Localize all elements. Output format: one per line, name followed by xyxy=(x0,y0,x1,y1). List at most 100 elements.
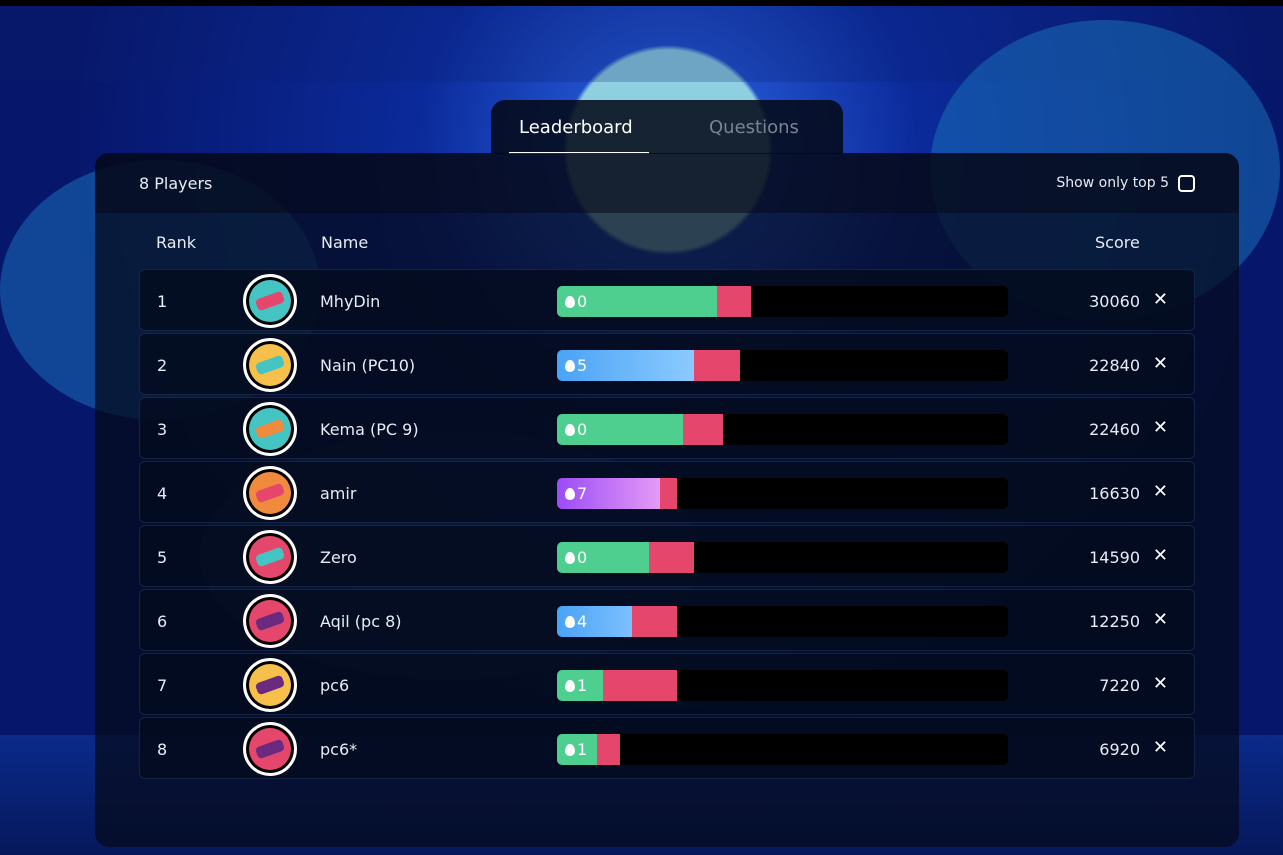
column-rank: Rank xyxy=(156,233,196,252)
player-row: 3 Kema (PC 9) 0 22460 ✕ xyxy=(139,397,1195,459)
player-rank: 4 xyxy=(157,484,168,503)
player-score: 22460 xyxy=(1089,420,1140,439)
streak-count: 5 xyxy=(577,356,588,375)
player-row: 2 Nain (PC10) 5 22840 ✕ xyxy=(139,333,1195,395)
remove-player-close-icon[interactable]: ✕ xyxy=(1152,737,1168,758)
correct-segment: 0 xyxy=(557,542,649,573)
player-score: 6920 xyxy=(1099,740,1140,759)
correct-segment: 0 xyxy=(557,414,683,445)
player-name: Aqil (pc 8) xyxy=(320,612,402,631)
wrong-segment xyxy=(717,286,751,317)
leaderboard-panel: 8 Players Show only top 5 Rank Name Scor… xyxy=(95,153,1239,847)
show-top5-checkbox[interactable] xyxy=(1178,174,1195,192)
remove-player-close-icon[interactable]: ✕ xyxy=(1152,481,1168,502)
player-avatar xyxy=(243,722,297,776)
player-rank: 8 xyxy=(157,740,168,759)
correct-segment: 7 xyxy=(557,478,660,509)
player-avatar xyxy=(243,274,297,328)
answer-progress-bar: 5 xyxy=(557,350,1008,381)
player-avatar xyxy=(243,466,297,520)
player-row: 5 Zero 0 14590 ✕ xyxy=(139,525,1195,587)
streak-count: 0 xyxy=(577,548,588,567)
tab-bar: Leaderboard Questions xyxy=(491,100,843,154)
streak-count: 1 xyxy=(577,676,588,695)
remove-player-close-icon[interactable]: ✕ xyxy=(1152,353,1168,374)
correct-segment: 1 xyxy=(557,670,603,701)
player-avatar xyxy=(243,530,297,584)
streak-flame-icon xyxy=(565,679,575,692)
column-name: Name xyxy=(321,233,369,252)
correct-segment: 5 xyxy=(557,350,695,381)
player-rank: 6 xyxy=(157,612,168,631)
answer-progress-bar: 0 xyxy=(557,414,1008,445)
show-top5-toggle[interactable]: Show only top 5 xyxy=(1056,174,1195,192)
player-rank: 7 xyxy=(157,676,168,695)
player-score: 16630 xyxy=(1089,484,1140,503)
correct-segment: 1 xyxy=(557,734,598,765)
player-avatar xyxy=(243,658,297,712)
streak-flame-icon xyxy=(565,359,575,372)
player-name: amir xyxy=(320,484,357,503)
player-list: 1 MhyDin 0 30060 ✕ 2 Nain (PC10) 5 22840 … xyxy=(139,269,1195,781)
player-name: pc6 xyxy=(320,676,350,695)
player-score: 22840 xyxy=(1089,356,1140,375)
wrong-segment xyxy=(603,670,677,701)
player-name: Nain (PC10) xyxy=(320,356,416,375)
wrong-segment xyxy=(694,350,741,381)
show-top5-label: Show only top 5 xyxy=(1056,175,1169,191)
player-name: Kema (PC 9) xyxy=(320,420,419,439)
player-count: 8 Players xyxy=(139,173,213,193)
streak-count: 4 xyxy=(577,612,588,631)
player-row: 4 amir 7 16630 ✕ xyxy=(139,461,1195,523)
streak-count: 7 xyxy=(577,484,588,503)
streak-count: 0 xyxy=(577,292,588,311)
wrong-segment xyxy=(649,542,695,573)
player-name: MhyDin xyxy=(320,292,381,311)
wrong-segment xyxy=(682,414,723,445)
answer-progress-bar: 0 xyxy=(557,286,1008,317)
streak-count: 0 xyxy=(577,420,588,439)
correct-segment: 0 xyxy=(557,286,718,317)
player-name: pc6* xyxy=(320,740,358,759)
player-row: 6 Aqil (pc 8) 4 12250 ✕ xyxy=(139,589,1195,651)
player-rank: 3 xyxy=(157,420,168,439)
tab-questions[interactable]: Questions xyxy=(709,117,799,138)
top-bar xyxy=(0,0,1283,6)
remove-player-close-icon[interactable]: ✕ xyxy=(1152,417,1168,438)
streak-flame-icon xyxy=(565,423,575,436)
answer-progress-bar: 4 xyxy=(557,606,1008,637)
player-score: 12250 xyxy=(1089,612,1140,631)
streak-flame-icon xyxy=(565,743,575,756)
wrong-segment xyxy=(597,734,621,765)
correct-segment: 4 xyxy=(557,606,632,637)
streak-flame-icon xyxy=(565,615,575,628)
player-row: 8 pc6* 1 6920 ✕ xyxy=(139,717,1195,779)
answer-progress-bar: 1 xyxy=(557,670,1008,701)
wrong-segment xyxy=(631,606,677,637)
player-score: 14590 xyxy=(1089,548,1140,567)
streak-flame-icon xyxy=(565,295,575,308)
panel-header: 8 Players Show only top 5 xyxy=(95,153,1239,213)
player-rank: 2 xyxy=(157,356,168,375)
wrong-segment xyxy=(659,478,677,509)
remove-player-close-icon[interactable]: ✕ xyxy=(1152,609,1168,630)
player-score: 7220 xyxy=(1099,676,1140,695)
remove-player-close-icon[interactable]: ✕ xyxy=(1152,289,1168,310)
remove-player-close-icon[interactable]: ✕ xyxy=(1152,545,1168,566)
player-row: 1 MhyDin 0 30060 ✕ xyxy=(139,269,1195,331)
remove-player-close-icon[interactable]: ✕ xyxy=(1152,673,1168,694)
streak-flame-icon xyxy=(565,551,575,564)
player-rank: 1 xyxy=(157,292,168,311)
column-score: Score xyxy=(1095,233,1140,252)
player-avatar xyxy=(243,594,297,648)
streak-flame-icon xyxy=(565,487,575,500)
player-name: Zero xyxy=(320,548,357,567)
answer-progress-bar: 1 xyxy=(557,734,1008,765)
player-score: 30060 xyxy=(1089,292,1140,311)
answer-progress-bar: 7 xyxy=(557,478,1008,509)
answer-progress-bar: 0 xyxy=(557,542,1008,573)
tab-leaderboard[interactable]: Leaderboard xyxy=(509,100,649,154)
player-avatar xyxy=(243,402,297,456)
player-row: 7 pc6 1 7220 ✕ xyxy=(139,653,1195,715)
player-avatar xyxy=(243,338,297,392)
